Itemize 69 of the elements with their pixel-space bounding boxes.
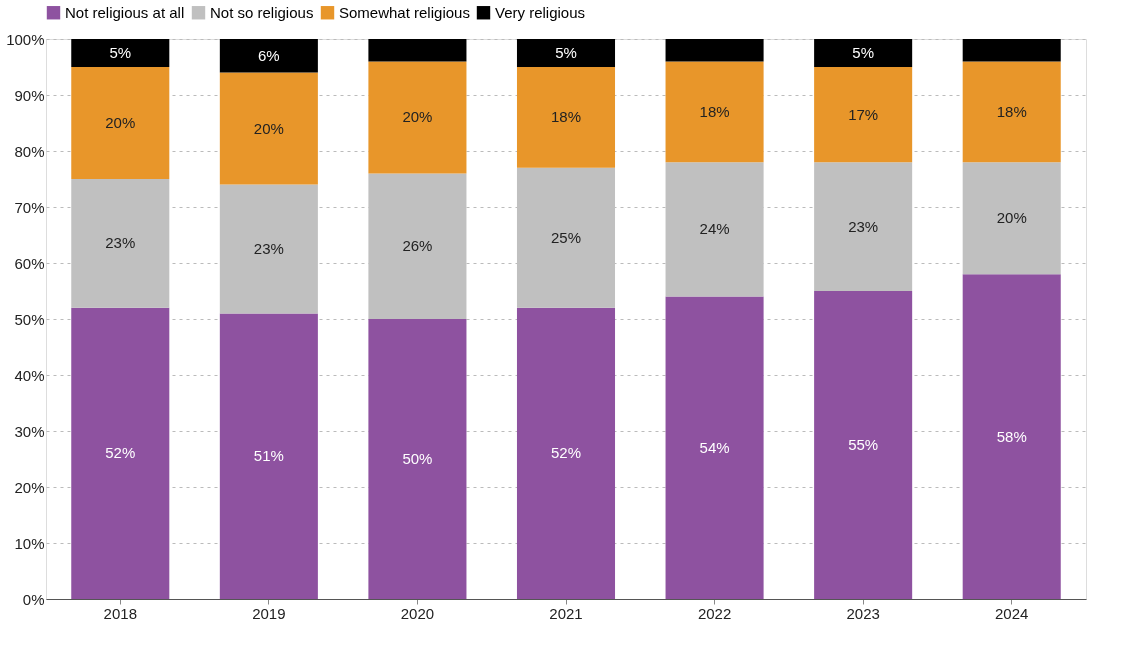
bar [665, 296, 764, 599]
bar [962, 61, 1061, 163]
x-tick-label: 2021 [549, 604, 583, 622]
y-tick-label: 20% [14, 478, 45, 496]
bar [814, 67, 913, 163]
x-tick-label: 2023 [846, 604, 880, 622]
bar [368, 61, 467, 174]
data-label: 5% [555, 44, 577, 61]
y-tick-label: 0% [22, 590, 45, 608]
x-tick-label: 2022 [697, 604, 732, 622]
bar [368, 319, 467, 599]
legend-label: Not so religious [210, 3, 314, 21]
x-tick-label: 2019 [252, 604, 286, 622]
data-label: 17% [848, 105, 879, 123]
bar [71, 39, 170, 67]
bar [665, 39, 764, 62]
data-label: 18% [550, 108, 582, 126]
bar [516, 39, 616, 67]
y-tick-label: 50% [14, 310, 45, 328]
data-label: 20% [402, 108, 433, 126]
data-label: 25% [550, 228, 582, 246]
data-label: 23% [848, 217, 879, 235]
bar [219, 39, 318, 73]
y-tick-label: 100% [6, 30, 45, 48]
bar [219, 184, 318, 314]
y-tick-label: 60% [14, 254, 45, 272]
data-label: 54% [699, 438, 730, 456]
bar [71, 67, 170, 179]
x-tick-label: 2020 [400, 604, 435, 622]
data-label: 52% [105, 444, 136, 462]
data-label: 5% [852, 44, 874, 61]
x-tick-label: 2018 [103, 604, 137, 622]
legend-label: Very religious [495, 3, 586, 21]
bar [962, 274, 1061, 599]
legend-label: Not religious at all [65, 3, 185, 21]
data-label: 20% [105, 114, 136, 131]
y-tick-label: 40% [14, 366, 45, 384]
bar [814, 291, 913, 599]
data-label: 20% [996, 209, 1027, 227]
data-label: 20% [253, 119, 284, 137]
y-tick-label: 30% [14, 422, 45, 440]
data-label: 23% [105, 234, 136, 252]
bar [219, 313, 318, 599]
data-label: 52% [550, 444, 582, 462]
x-tick-label: 2024 [995, 604, 1029, 622]
data-label: 24% [699, 220, 730, 238]
data-label: 26% [402, 237, 433, 255]
y-tick-label: 90% [14, 86, 45, 104]
y-tick-label: 80% [14, 142, 45, 160]
bar [665, 61, 764, 163]
data-label: 50% [402, 450, 433, 467]
bar [814, 39, 913, 67]
data-label: 58% [996, 427, 1027, 445]
data-label: 18% [699, 102, 730, 120]
bar [368, 39, 467, 62]
bar [71, 307, 170, 599]
legend-label: Somewhat religious [339, 3, 470, 21]
bar [219, 72, 318, 185]
y-tick-label: 70% [14, 198, 45, 216]
bar [516, 67, 616, 168]
data-label: 51% [253, 447, 284, 465]
y-tick-label: 10% [14, 534, 45, 552]
data-label: 6% [258, 46, 280, 64]
data-label: 55% [848, 436, 879, 453]
bar [516, 307, 616, 599]
data-label: 5% [109, 44, 132, 61]
data-label: 23% [253, 240, 284, 257]
bar [962, 39, 1061, 62]
data-label: 18% [996, 102, 1027, 120]
